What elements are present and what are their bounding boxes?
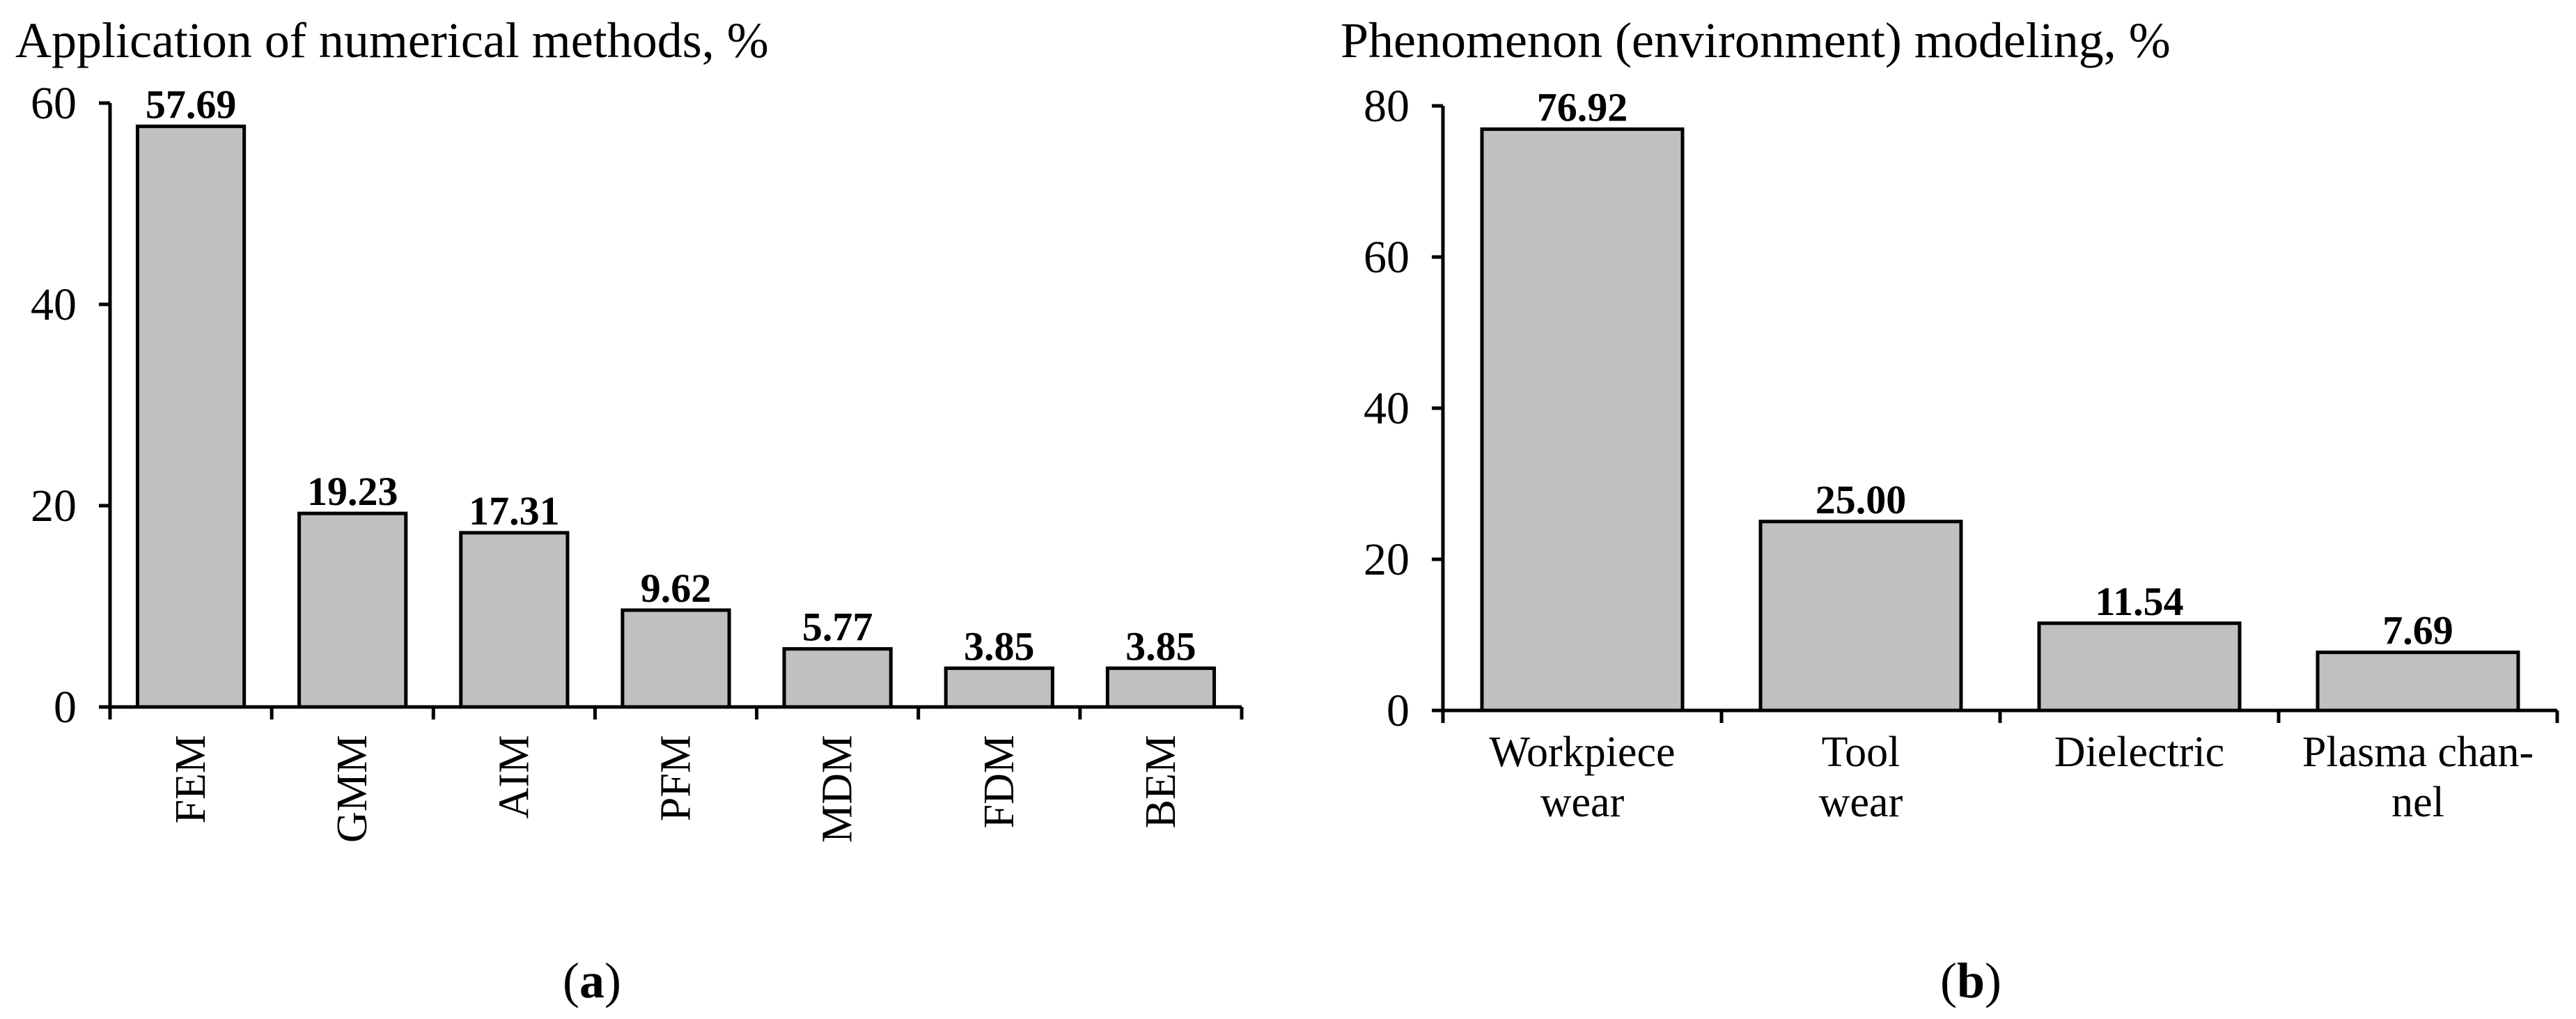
- y-tick-label: 80: [1364, 81, 1410, 132]
- bar-value-label: 3.85: [1125, 623, 1196, 669]
- category-label-line: Plasma chan-: [2302, 729, 2534, 776]
- y-tick-label: 40: [31, 279, 77, 330]
- bar-value-label: 17.31: [469, 488, 560, 534]
- chart-b-title: Phenomenon (environment) modeling, %: [1341, 13, 2171, 68]
- y-tick-label: 0: [1387, 685, 1410, 736]
- bar: [944, 666, 1054, 709]
- chart-b-panel-letter: b: [1957, 953, 1985, 1009]
- chart-b-bars: [1480, 127, 2520, 713]
- chart-a-category-labels: FEM GMM AIM PFM MDM FDM BEM: [167, 735, 1185, 843]
- category-label: FDM: [976, 735, 1023, 828]
- chart-a: Application of numerical methods, % 0 20 4…: [15, 13, 1244, 1009]
- category-label: GMM: [329, 735, 376, 843]
- chart-a-title: Application of numerical methods, %: [15, 13, 769, 68]
- category-label: Tool wear: [1819, 729, 1903, 826]
- bar: [782, 647, 893, 709]
- chart-b-value-labels: 76.92 25.00 11.54 7.69: [1537, 84, 2453, 653]
- bar-value-label: 7.69: [2382, 608, 2453, 653]
- bar-value-label: 19.23: [307, 469, 398, 514]
- y-tick-label: 20: [1364, 534, 1410, 585]
- category-label-line: nel: [2391, 779, 2444, 826]
- bar-value-label: 5.77: [802, 605, 873, 650]
- y-tick-label: 40: [1364, 383, 1410, 434]
- chart-a-panel-letter: a: [579, 953, 604, 1009]
- bar: [459, 531, 570, 709]
- bar-value-label: 9.62: [641, 566, 712, 611]
- category-label-line: Tool: [1822, 729, 1900, 776]
- category-label: PFM: [653, 735, 700, 821]
- category-label: BEM: [1137, 735, 1185, 828]
- chart-a-value-labels: 57.69 19.23 17.31 9.62 5.77 3.85 3.85: [146, 81, 1196, 669]
- chart-a-panel-label: (a): [563, 953, 621, 1009]
- bar: [1758, 520, 1963, 713]
- bar: [1480, 127, 1685, 713]
- bar: [135, 124, 247, 709]
- y-tick-label: 60: [1364, 232, 1410, 283]
- y-tick-label: 60: [31, 78, 77, 129]
- bar: [2037, 621, 2242, 713]
- chart-b: Phenomenon (environment) modeling, % 0 20…: [1341, 13, 2559, 1009]
- chart-b-panel-label: (b): [1940, 953, 2001, 1009]
- category-label: MDM: [814, 735, 861, 843]
- chart-a-bars: [135, 124, 1217, 709]
- category-label-line: Workpiece: [1490, 729, 1676, 776]
- bar-value-label: 25.00: [1816, 477, 1907, 522]
- category-label: Dielectric: [2054, 729, 2224, 776]
- chart-a-axes: 0 20 40 60: [31, 78, 1244, 733]
- category-label-line: Dielectric: [2054, 729, 2224, 776]
- category-label: Plasma chan-nel: [2302, 729, 2534, 826]
- bar-value-label: 3.85: [964, 623, 1035, 669]
- y-tick-label: 0: [54, 682, 77, 733]
- category-label-line: wear: [1819, 779, 1903, 826]
- category-label-line: wear: [1540, 779, 1625, 826]
- bar-value-label: 76.92: [1537, 84, 1628, 130]
- y-tick-label: 20: [31, 481, 77, 531]
- bar-value-label: 57.69: [146, 81, 237, 127]
- category-label: FEM: [167, 735, 214, 823]
- bar: [1105, 666, 1217, 709]
- bar: [620, 608, 731, 709]
- category-label: Workpiece wear: [1490, 729, 1676, 826]
- bar: [2316, 651, 2520, 713]
- bar: [297, 511, 408, 709]
- bar-value-label: 11.54: [2095, 579, 2183, 624]
- category-label: AIM: [490, 735, 538, 819]
